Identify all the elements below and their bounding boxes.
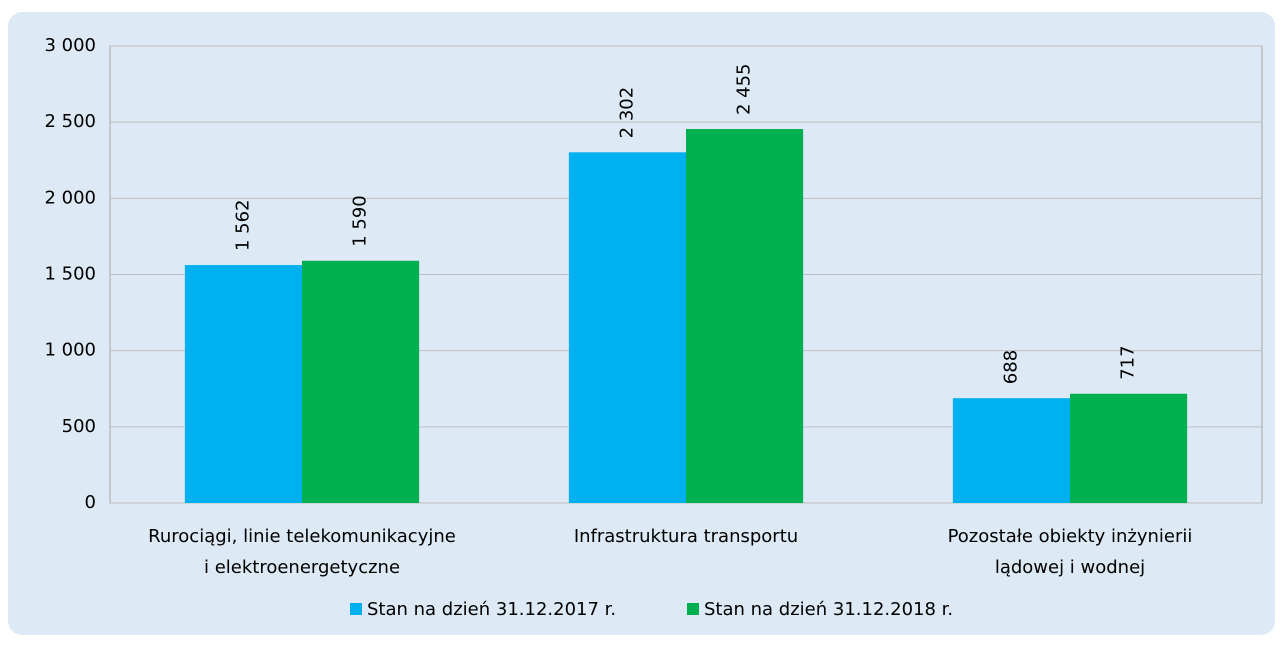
data-label: 1 562 [232,200,253,252]
data-label: 2 455 [734,63,755,115]
data-label: 688 [1000,350,1021,384]
y-tick-label: 0 [85,492,96,513]
bar [184,265,302,503]
bar [568,152,686,503]
y-tick-label: 3 000 [44,35,96,56]
y-tick-label: 1 000 [44,340,96,361]
bar [952,398,1070,503]
legend-swatch [687,603,699,615]
bar [1070,393,1188,503]
data-label: 2 302 [616,87,637,139]
bar [686,129,804,503]
data-label: 717 [1118,345,1139,379]
y-tick-label: 2 500 [44,111,96,132]
x-tick-label: Pozostałe obiekty inżynierii lądowej i w… [947,526,1193,578]
x-tick-label: Infrastruktura transportu [573,526,799,547]
legend-label: Stan na dzień 31.12.2017 r. [367,599,616,620]
x-tick-label: Rurociągi, linie telekomunikacyjne i ele… [148,526,456,578]
bar [302,260,420,503]
y-tick-label: 500 [62,416,96,437]
y-tick-label: 1 500 [44,264,96,285]
y-tick-label: 2 000 [44,187,96,208]
legend-swatch [350,603,362,615]
legend-label: Stan na dzień 31.12.2018 r. [704,599,953,620]
data-label: 1 590 [350,195,371,247]
